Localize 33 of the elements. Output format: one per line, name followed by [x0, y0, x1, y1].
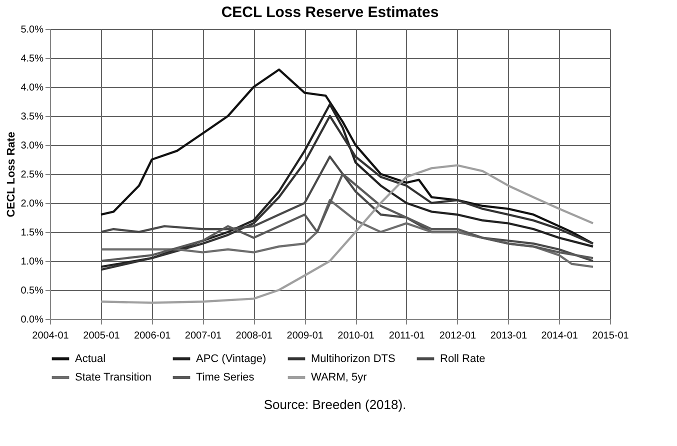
- x-tick-label: 2005-01: [83, 330, 120, 342]
- legend-label: Actual: [75, 352, 106, 365]
- x-tick-label: 2013-01: [490, 330, 528, 342]
- y-tick-label: 1.0%: [20, 256, 44, 268]
- x-tick-label: 2011-01: [388, 330, 426, 342]
- y-tick-label: 2.0%: [20, 198, 44, 210]
- y-tick-label: 4.0%: [20, 82, 44, 94]
- legend-label: Roll Rate: [440, 352, 486, 365]
- y-tick-label: 4.5%: [20, 54, 44, 64]
- source-note: Source: Breeden (2018).: [264, 397, 406, 412]
- legend-label: APC (Vintage): [196, 352, 266, 365]
- y-tick-label: 1.5%: [20, 228, 44, 238]
- y-axis-title: CECL Loss Rate: [6, 132, 18, 218]
- x-tick-label: 2010-01: [338, 330, 375, 342]
- legend-label: WARM, 5yr: [311, 372, 368, 384]
- y-tick-label: 3.5%: [20, 112, 44, 122]
- x-tick-label: 2004-01: [32, 330, 70, 342]
- x-tick-label: 2015-01: [592, 330, 630, 342]
- y-tick-label: 5.0%: [20, 24, 44, 36]
- y-tick-label: 0.0%: [20, 314, 44, 326]
- x-tick-label: 2007-01: [184, 330, 222, 342]
- x-tick-label: 2012-01: [439, 330, 477, 342]
- chart-title: CECL Loss Reserve Estimates: [221, 4, 439, 21]
- x-tick-label: 2006-01: [134, 330, 172, 342]
- x-tick-label: 2009-01: [286, 330, 324, 342]
- x-tick-label: 2014-01: [541, 330, 578, 342]
- y-tick-label: 0.5%: [20, 286, 44, 296]
- y-tick-label: 3.0%: [20, 140, 44, 152]
- y-tick-label: 2.5%: [20, 170, 44, 180]
- x-tick-label: 2008-01: [236, 330, 273, 342]
- legend-label: Time Series: [196, 372, 255, 384]
- legend-label: State Transition: [75, 372, 152, 384]
- legend-label: Multihorizon DTS: [311, 352, 396, 365]
